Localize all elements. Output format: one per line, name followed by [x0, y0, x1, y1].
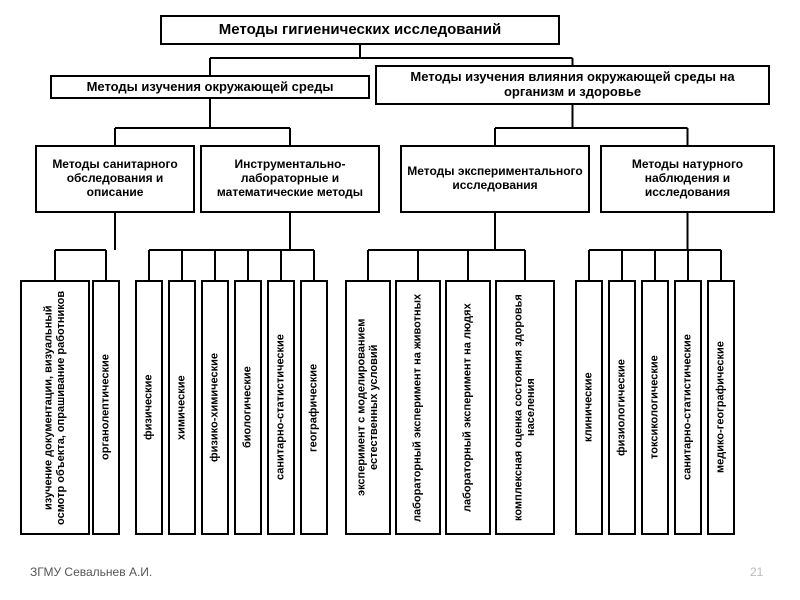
level4-2: физические	[135, 280, 163, 535]
level4-11: комплексная оценка состояния здоровья на…	[495, 280, 555, 535]
level4-6: санитарно-статистические	[267, 280, 295, 535]
level4-0: изучение документации, визуальный осмотр…	[20, 280, 90, 535]
page-number: 21	[750, 565, 763, 579]
level4-9: лабораторный эксперимент на животных	[395, 280, 441, 535]
level4-13: физиологические	[608, 280, 636, 535]
level4-7: географические	[300, 280, 328, 535]
level2-health: Методы изучения влияния окружающей среды…	[375, 65, 770, 105]
level4-5: биологические	[234, 280, 262, 535]
level3-nat: Методы натурного наблюдения и исследован…	[600, 145, 775, 213]
footer-attribution: ЗГМУ Севальнев А.И.	[30, 565, 152, 579]
level4-4: физико-химические	[201, 280, 229, 535]
level4-16: медико-географические	[707, 280, 735, 535]
level3-san: Методы санитарного обследования и описан…	[35, 145, 195, 213]
level4-10: лабораторный эксперимент на людях	[445, 280, 491, 535]
level4-14: токсикологические	[641, 280, 669, 535]
level4-12: клинические	[575, 280, 603, 535]
level4-8: эксперимент с моделированием естественны…	[345, 280, 391, 535]
root-node: Методы гигиенических исследований	[160, 15, 560, 45]
level4-3: химические	[168, 280, 196, 535]
level4-1: органолептические	[92, 280, 120, 535]
level3-instr: Инструментально-лабораторные и математич…	[200, 145, 380, 213]
level2-env: Методы изучения окружающей среды	[50, 75, 370, 99]
level4-15: санитарно-статистические	[674, 280, 702, 535]
level3-exp: Методы экспериментального исследования	[400, 145, 590, 213]
